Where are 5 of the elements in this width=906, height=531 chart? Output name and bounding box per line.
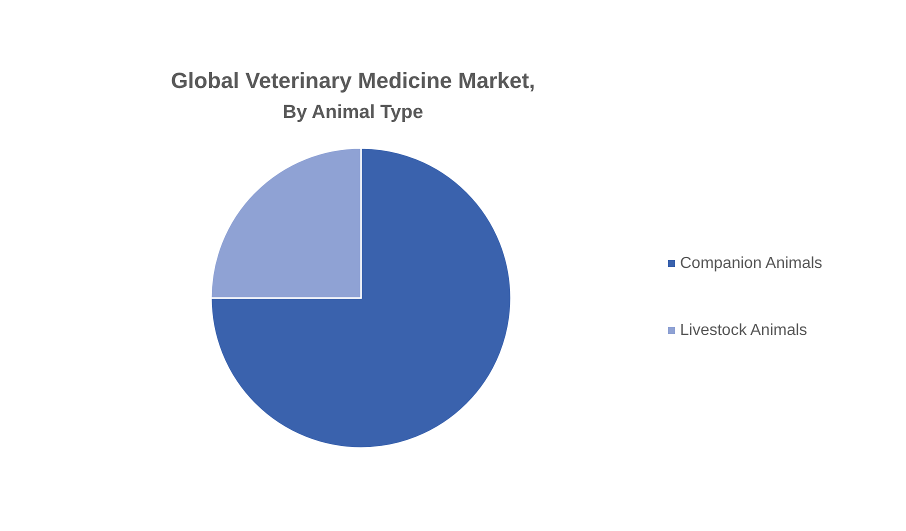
legend-label: Companion Animals <box>680 255 822 272</box>
pie-slice <box>210 147 512 449</box>
chart-subtitle: By Animal Type <box>282 102 424 123</box>
chart-title: Global Veterinary Medicine Market, <box>170 68 536 93</box>
legend-label: Livestock Animals <box>680 322 808 339</box>
